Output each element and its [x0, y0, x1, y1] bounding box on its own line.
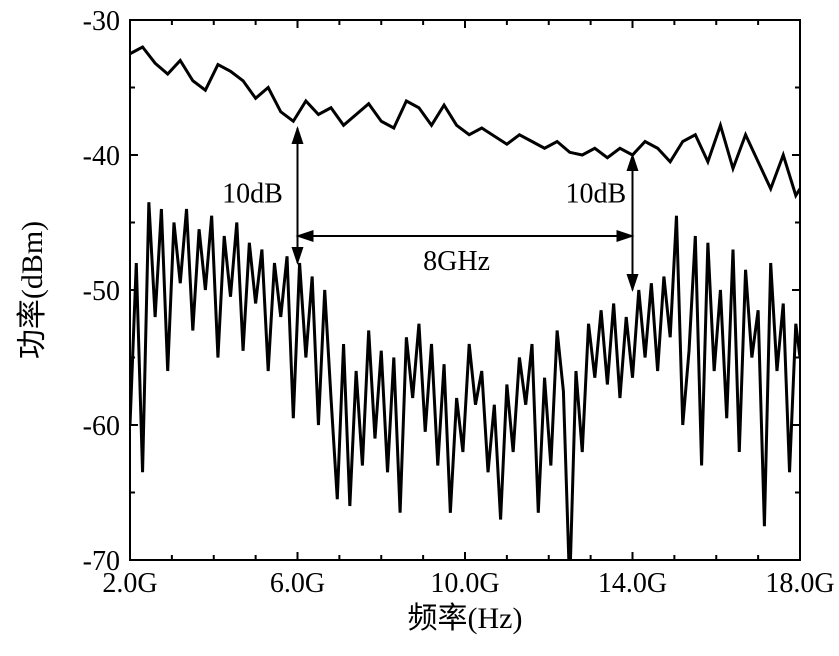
annotation-label-right: 10dB — [566, 178, 627, 209]
annotation-label-left: 10dB — [222, 178, 283, 209]
y-tick-label: -40 — [83, 141, 120, 172]
power-spectrum-chart: 2.0G6.0G10.0G14.0G18.0G-70-60-50-40-30频率… — [0, 0, 839, 656]
chart-container: 2.0G6.0G10.0G14.0G18.0G-70-60-50-40-30频率… — [0, 0, 839, 656]
y-axis-label: 功率(dBm) — [16, 221, 49, 359]
y-tick-label: -60 — [83, 411, 120, 442]
x-tick-label: 6.0G — [270, 568, 325, 599]
y-tick-label: -50 — [83, 276, 120, 307]
x-tick-label: 18.0G — [765, 568, 834, 599]
x-tick-label: 10.0G — [430, 568, 499, 599]
annotation-label-horizontal: 8GHz — [423, 246, 490, 277]
series-upper — [130, 47, 800, 196]
y-tick-label: -30 — [83, 6, 120, 37]
x-axis-label: 频率(Hz) — [408, 602, 523, 635]
y-tick-label: -70 — [83, 546, 120, 577]
x-tick-label: 14.0G — [598, 568, 667, 599]
